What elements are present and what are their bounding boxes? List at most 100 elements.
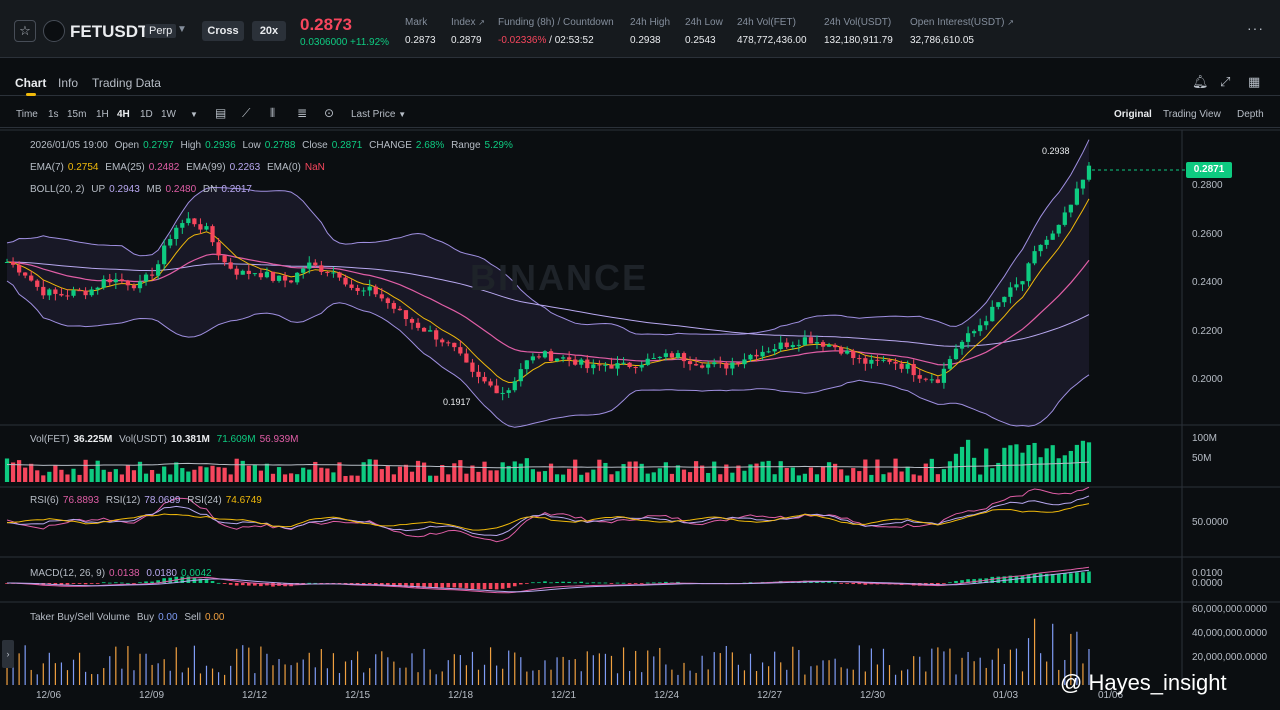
boll-upper-line bbox=[6, 139, 1090, 336]
candle-body bbox=[107, 279, 112, 283]
taker-volume-bar bbox=[199, 673, 202, 685]
macd-histogram-bar bbox=[150, 581, 154, 583]
taker-volume-bar bbox=[344, 661, 347, 685]
volume-bar bbox=[1044, 448, 1049, 482]
indicators-icon[interactable]: ⫴ bbox=[270, 106, 276, 120]
boll-lower-line bbox=[6, 280, 1090, 428]
taker-volume-bar bbox=[919, 656, 921, 685]
volume-bar bbox=[270, 473, 276, 482]
more-options-icon[interactable]: ··· bbox=[1247, 20, 1264, 36]
taker-volume-bar bbox=[97, 674, 99, 685]
symbol-name[interactable]: FETUSDT bbox=[70, 22, 149, 41]
high-price-marker: 0.2938 bbox=[1042, 146, 1070, 156]
volume-bar bbox=[784, 467, 789, 482]
candle-body bbox=[978, 325, 983, 332]
rsi-axis-label: 50.0000 bbox=[1192, 517, 1229, 528]
candle-body bbox=[899, 363, 904, 369]
macd-histogram-bar bbox=[645, 582, 650, 584]
volume-bar bbox=[772, 474, 777, 482]
volume-bar bbox=[597, 459, 602, 482]
candle-body bbox=[228, 262, 233, 269]
tab-trading-data[interactable]: Trading Data bbox=[92, 76, 161, 90]
price-type-caret-icon: ▼ bbox=[398, 110, 407, 119]
symbol-dropdown-caret-icon[interactable]: ▼ bbox=[177, 24, 187, 35]
taker-volume-bar bbox=[876, 664, 879, 685]
taker-volume-bar bbox=[411, 653, 413, 685]
settings-sliders-icon[interactable]: ≣ bbox=[297, 106, 308, 120]
fullscreen-icon[interactable]: ⤢ bbox=[1220, 74, 1231, 89]
candle-body bbox=[621, 362, 626, 364]
interval-more-caret-icon[interactable]: ▼ bbox=[190, 110, 198, 119]
candle-body bbox=[990, 306, 995, 322]
macd-histogram-bar bbox=[573, 582, 578, 584]
taker-volume-bar bbox=[91, 674, 93, 685]
date-label: 12/27 bbox=[757, 690, 783, 701]
interval-time[interactable]: Time bbox=[16, 109, 38, 120]
candle-body bbox=[53, 289, 58, 294]
volume-bar bbox=[718, 474, 723, 482]
interval-15m[interactable]: 15m bbox=[67, 109, 87, 120]
interval-4h[interactable]: 4H bbox=[117, 109, 130, 120]
chart-type-icon[interactable]: ⟋ bbox=[242, 106, 251, 120]
volume-bar bbox=[4, 458, 10, 482]
interval-1d[interactable]: 1D bbox=[140, 109, 153, 120]
macd-histogram-bar bbox=[990, 576, 995, 583]
interval-1w[interactable]: 1W bbox=[161, 109, 176, 120]
macd-histogram-bar bbox=[428, 583, 432, 588]
view-trading-view[interactable]: Trading View bbox=[1163, 109, 1221, 120]
candle-body bbox=[935, 379, 940, 383]
candle-body bbox=[669, 353, 675, 358]
taker-volume-bar bbox=[683, 662, 685, 685]
price-type-select[interactable]: Last Price ▼ bbox=[351, 109, 407, 120]
interval-1s[interactable]: 1s bbox=[48, 109, 59, 120]
tab-chart[interactable]: Chart bbox=[15, 76, 47, 90]
taker-volume-bar bbox=[18, 653, 20, 685]
macd-histogram-bar bbox=[246, 583, 251, 586]
layout-grid-icon[interactable]: ▦ bbox=[1248, 74, 1261, 89]
leverage-button[interactable]: 20x bbox=[252, 21, 286, 41]
interval-1h[interactable]: 1H bbox=[96, 109, 109, 120]
margin-mode-button[interactable]: Cross bbox=[202, 21, 244, 41]
candle-body bbox=[766, 351, 771, 353]
candle-body bbox=[307, 262, 312, 269]
candle-body bbox=[760, 351, 765, 357]
date-label: 01/06 bbox=[1098, 690, 1124, 701]
stat-index[interactable]: Index ↗ 0.2879 bbox=[451, 17, 485, 46]
alert-bell-icon[interactable]: 🔔︎ bbox=[1192, 74, 1209, 89]
volume-bar bbox=[95, 460, 100, 482]
view-original[interactable]: Original bbox=[1114, 109, 1152, 120]
taker-volume-bar bbox=[761, 662, 764, 685]
favorite-star-icon[interactable]: ☆ bbox=[14, 20, 36, 42]
volume-bar bbox=[875, 459, 880, 482]
taker-volume-bar bbox=[610, 655, 613, 685]
volume-bar bbox=[996, 462, 1001, 482]
taker-volume-bar bbox=[508, 650, 510, 685]
calendar-icon[interactable]: ▤ bbox=[215, 106, 227, 120]
stat-open-interest[interactable]: Open Interest(USDT) ↗ 32,786,610.05 bbox=[910, 17, 1014, 46]
taker-volume-bar bbox=[429, 669, 431, 685]
taker-volume-bar bbox=[689, 670, 691, 685]
macd-histogram-bar bbox=[204, 578, 209, 583]
macd-histogram-bar bbox=[132, 583, 136, 584]
volume-bar bbox=[959, 446, 965, 482]
macd-histogram-bar bbox=[948, 582, 952, 584]
volume-bar bbox=[693, 461, 699, 482]
candle-body bbox=[814, 342, 820, 344]
ema7-line bbox=[6, 198, 1090, 384]
scroll-left-button[interactable]: › bbox=[2, 640, 14, 668]
taker-volume-bar bbox=[792, 646, 794, 685]
taker-volume-bar bbox=[320, 649, 322, 685]
crosshair-icon[interactable]: ⊙ bbox=[324, 106, 335, 120]
taker-volume-bar bbox=[707, 669, 709, 685]
taker-volume-bar bbox=[139, 653, 141, 685]
tab-info[interactable]: Info bbox=[58, 76, 79, 90]
date-label: 12/18 bbox=[448, 690, 474, 701]
view-depth[interactable]: Depth bbox=[1237, 109, 1264, 120]
macd-histogram-bar bbox=[65, 583, 70, 585]
stat-funding: Funding (8h) / Countdown -0.02336% / 02:… bbox=[498, 17, 614, 46]
volume-bar bbox=[681, 469, 687, 482]
volume-bar bbox=[222, 467, 227, 482]
candle-body bbox=[554, 358, 560, 362]
candle-body bbox=[397, 308, 403, 311]
